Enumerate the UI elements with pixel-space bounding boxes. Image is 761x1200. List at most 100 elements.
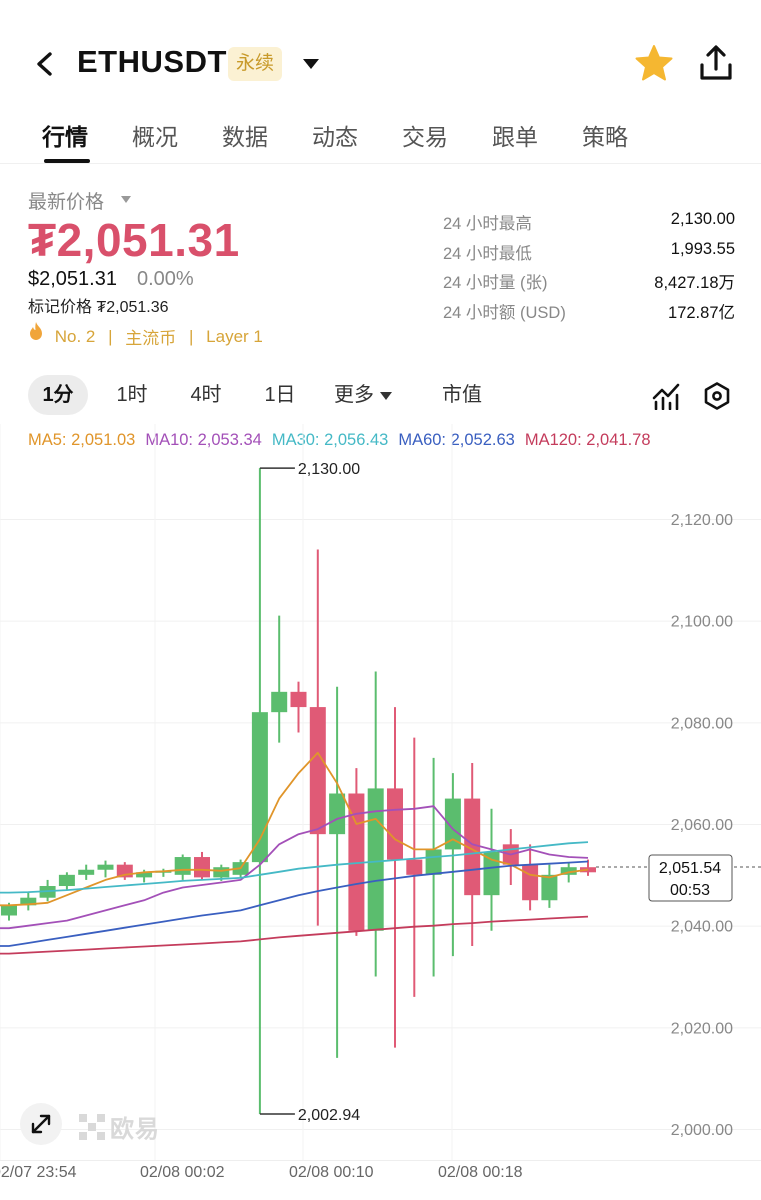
rank-tag[interactable]: No. 2	[54, 326, 96, 346]
chevron-down-icon	[380, 391, 392, 400]
active-tab-indicator	[44, 159, 90, 163]
stat-value: 1,993.55	[670, 239, 735, 258]
ma-legend-ma120: MA120: 2,041.78	[524, 431, 651, 449]
y-tick-label: 2,060.00	[671, 817, 733, 834]
price-label[interactable]: 最新价格	[28, 192, 105, 213]
tag-separator: |	[108, 326, 113, 346]
candle-body	[271, 691, 288, 713]
pair-dropdown-caret-icon[interactable]	[300, 55, 322, 73]
candle-body	[251, 712, 268, 863]
tab-news[interactable]: 动态	[312, 124, 358, 150]
indicator-chart-icon[interactable]	[651, 382, 681, 410]
candle-body	[213, 867, 230, 878]
expand-icon	[31, 1114, 51, 1134]
current-price-label: 2,051.54	[659, 860, 721, 877]
interval-4h[interactable]: 4时	[190, 384, 222, 406]
stat-label: 24 小时最高	[443, 215, 532, 233]
stat-row: 24 小时最高 2,130.00	[443, 210, 735, 240]
countdown-label: 00:53	[670, 882, 710, 899]
stat-value: 8,427.18万	[654, 274, 735, 292]
ma-legend-ma10: MA10: 2,053.34	[145, 431, 262, 449]
pair-title[interactable]: ETHUSDT	[77, 44, 227, 79]
candle-body	[560, 867, 577, 875]
tab-data[interactable]: 数据	[222, 124, 268, 150]
interval-1h[interactable]: 1时	[116, 384, 148, 406]
x-tick-label: 02/08 00:02	[140, 1164, 225, 1181]
candle-body	[483, 851, 500, 896]
candlestick-chart[interactable]: 2,120.00 2,100.00 2,080.00 2,060.00 2,040.00…	[0, 424, 761, 1200]
tag-separator: |	[189, 326, 194, 346]
last-price: ₮2,051.31	[28, 214, 240, 266]
change-percent: 0.00%	[137, 268, 194, 290]
tab-market[interactable]: 行情	[42, 124, 88, 150]
candle-body	[387, 788, 403, 860]
tab-strategy[interactable]: 策略	[582, 124, 628, 150]
ma-legend-ma5: MA5: 2,051.03	[28, 431, 136, 449]
y-tick-label: 2,120.00	[671, 512, 733, 529]
more-label: 更多	[334, 384, 374, 406]
ma-legend: MA5: 2,051.03 MA10: 2,053.34 MA30: 2,056.4…	[28, 429, 748, 451]
candle-body	[174, 857, 191, 875]
interval-1d[interactable]: 1日	[264, 384, 296, 406]
stat-row: 24 小时额 (USD) 172.87亿	[443, 299, 735, 329]
layer-tag[interactable]: Layer 1	[206, 326, 263, 346]
stat-label: 24 小时额 (USD)	[443, 303, 566, 322]
hexagon-settings-icon[interactable]	[702, 381, 732, 411]
24h-stats: 24 小时最高 2,130.00 24 小时最低 1,993.55 24 小时量…	[443, 210, 735, 328]
y-tick-label: 2,080.00	[671, 715, 733, 732]
candle-body	[1, 905, 17, 916]
candle-body	[444, 798, 461, 850]
perpetual-badge: 永续	[228, 47, 283, 81]
ma-line-ma5	[0, 751, 589, 907]
y-tick-label: 2,040.00	[671, 919, 733, 936]
candle-body	[329, 793, 346, 835]
interval-more-button[interactable]: 更多	[334, 375, 406, 415]
candle-body	[58, 874, 75, 887]
candle-body	[20, 897, 37, 906]
ma-line-ma120	[0, 915, 589, 955]
market-cap-button[interactable]: 市值	[442, 384, 482, 406]
y-tick-label: 2,100.00	[671, 614, 733, 631]
watermark-text: 欧易	[110, 1116, 160, 1143]
usd-price: $2,051.31	[28, 268, 117, 290]
tab-trade[interactable]: 交易	[402, 124, 448, 150]
candle-body	[522, 864, 539, 901]
price-type-caret-icon[interactable]	[120, 195, 132, 204]
okx-watermark: 欧易	[78, 1109, 160, 1143]
section-tabs: 行情 概况 数据 动态 交易 跟单 策略	[0, 112, 761, 164]
ma-legend-ma30: MA30: 2,056.43	[271, 431, 389, 449]
y-tick-label: 2,000.00	[671, 1122, 733, 1139]
high-marker-label: 2,130.00	[298, 461, 360, 478]
stat-row: 24 小时最低 1,993.55	[443, 240, 735, 270]
x-tick-label: 02/08 00:18	[438, 1164, 523, 1181]
tab-overview[interactable]: 概况	[132, 124, 178, 150]
x-tick-label: 02/07 23:54	[0, 1164, 77, 1181]
tag-row: No. 2 | 主流币 | Layer 1	[28, 321, 263, 348]
interval-1m[interactable]: 1分	[28, 375, 88, 415]
ma-line-ma10	[0, 805, 589, 930]
stat-row: 24 小时量 (张) 8,427.18万	[443, 269, 735, 299]
ma-line-ma30	[0, 841, 589, 894]
candle-body	[406, 859, 423, 875]
okx-logo-icon	[79, 1113, 105, 1140]
favorite-star-icon[interactable]	[634, 43, 674, 83]
ma-legend-ma60: MA60: 2,052.63	[398, 431, 515, 449]
low-marker-label: 2,002.94	[298, 1107, 360, 1124]
interval-bar: 1分 1时 4时 1日 更多 市值	[0, 375, 761, 419]
candle-body	[425, 849, 442, 875]
candle-body	[78, 869, 95, 875]
candle-body	[194, 857, 210, 878]
category-tag[interactable]: 主流币	[125, 329, 177, 349]
stat-label: 24 小时量 (张)	[443, 274, 548, 292]
header: ETHUSDT 永续	[0, 0, 761, 110]
flame-icon	[30, 322, 42, 340]
share-icon[interactable]	[696, 43, 736, 83]
fullscreen-button[interactable]	[20, 1103, 62, 1145]
tab-copy-trading[interactable]: 跟单	[492, 124, 538, 150]
candle-body	[367, 788, 384, 931]
candle-body	[541, 874, 558, 901]
y-tick-label: 2,020.00	[671, 1020, 733, 1037]
back-arrow-icon[interactable]	[30, 48, 60, 80]
mark-price: 标记价格 ₮2,051.36	[28, 299, 169, 316]
stat-label: 24 小时最低	[443, 244, 532, 263]
